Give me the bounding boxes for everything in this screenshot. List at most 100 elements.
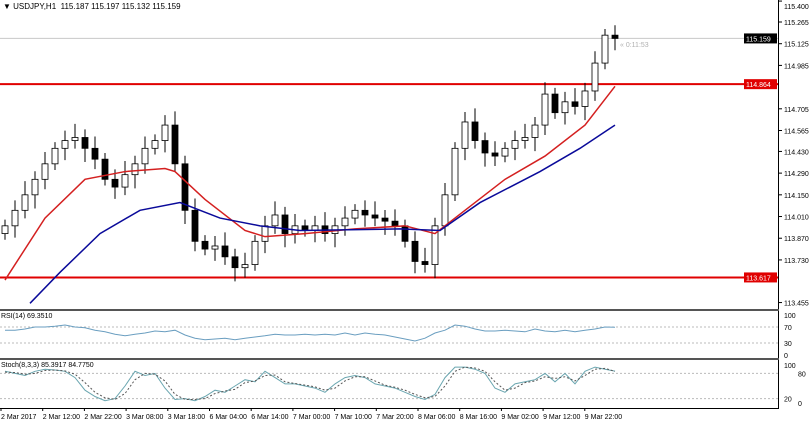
stoch-tick-label: 80 — [798, 371, 806, 378]
candle-body — [481, 140, 489, 154]
time-tick-label: 7 Mar 00:00 — [293, 414, 330, 421]
current-price-label: 115.159 — [746, 36, 771, 43]
candle-body — [551, 93, 559, 114]
level-price-tag — [744, 272, 777, 283]
candle-body — [581, 90, 589, 107]
time-tick-label: 2 Mar 22:00 — [84, 414, 121, 421]
stoch-separator — [0, 358, 779, 360]
candle-body — [211, 245, 219, 250]
stoch-label: Stoch(8,3,3) 85.3917 84.7750 — [1, 362, 94, 369]
price-tick-label: 114.705 — [784, 107, 809, 114]
candle-body — [221, 245, 229, 258]
candle-body — [201, 240, 209, 250]
rsi-line — [5, 324, 616, 342]
candle-body — [191, 209, 199, 242]
candle-body — [611, 34, 619, 39]
candle-body — [491, 152, 499, 157]
candle-body — [61, 140, 69, 149]
moving-average-fast-line — [4, 85, 616, 281]
time-tick-label: 7 Mar 20:00 — [376, 414, 413, 421]
rsi-tick-label: 70 — [784, 325, 792, 332]
dropdown-triangle-icon[interactable]: ▼ — [3, 2, 11, 11]
candle-body — [371, 214, 379, 219]
candle-body — [351, 209, 359, 219]
time-tick-label: 8 Mar 16:00 — [460, 414, 497, 421]
level-price-tag — [744, 79, 777, 90]
candle-body — [41, 163, 49, 180]
candle-body — [541, 93, 549, 126]
candle-body — [51, 147, 59, 165]
time-tick-label: 6 Mar 04:00 — [210, 414, 247, 421]
candle-body — [381, 217, 389, 222]
candle-body — [101, 158, 109, 180]
time-tick-label: 3 Mar 08:00 — [126, 414, 163, 421]
candle-body — [431, 225, 439, 265]
stoch-tick-label: 100 — [784, 363, 796, 370]
price-tick-label: 113.730 — [784, 258, 809, 265]
candle-body — [1, 225, 9, 234]
candle-body — [531, 124, 539, 138]
candle-body — [501, 147, 509, 157]
time-tick-label: 3 Mar 18:00 — [168, 414, 205, 421]
current-price-tag — [744, 33, 777, 44]
candle-body — [21, 194, 29, 211]
candle-body — [591, 62, 599, 92]
candle-body — [341, 217, 349, 227]
rsi-tick-label: 0 — [784, 353, 788, 360]
time-tick-label: 6 Mar 14:00 — [251, 414, 288, 421]
time-tick-label: 9 Mar 02:00 — [501, 414, 538, 421]
candle-body — [261, 225, 269, 242]
candle-body — [141, 147, 149, 165]
price-tick-label: 115.400 — [784, 4, 809, 11]
candle-body — [271, 214, 279, 227]
chart-header: ▼ USDJPY,H1 115.187 115.197 115.132 115.… — [3, 2, 181, 11]
candle-body — [241, 264, 249, 269]
candle-body — [11, 209, 19, 227]
candle-body — [81, 137, 89, 149]
candle-body — [411, 240, 419, 262]
candle-body — [281, 214, 289, 234]
price-tick-label: 115.265 — [784, 20, 809, 27]
level-price-label: 114.864 — [746, 82, 771, 89]
stoch-tick-label: 20 — [784, 397, 792, 404]
time-tick-label: 2 Mar 2017 — [1, 414, 37, 421]
stoch-tick-label: 0 — [798, 401, 802, 408]
candle-body — [91, 147, 99, 160]
candle-body — [31, 178, 39, 196]
price-tick-label: 115.125 — [784, 42, 809, 49]
price-tick-label: 113.455 — [784, 301, 809, 308]
candle-body — [181, 163, 189, 211]
candle-body — [151, 140, 159, 149]
candle-body — [401, 225, 409, 242]
candle-body — [361, 209, 369, 216]
ohlc-values: 115.187 115.197 115.132 115.159 — [60, 2, 181, 11]
candle-body — [571, 101, 579, 107]
stoch-signal-line — [4, 366, 616, 400]
candle-body — [131, 163, 139, 176]
candle-body — [71, 137, 79, 141]
rsi-separator — [0, 309, 779, 311]
candle-body — [461, 121, 469, 149]
price-tick-label: 114.430 — [784, 149, 809, 156]
price-tick-label: 114.150 — [784, 193, 809, 200]
time-tick-label: 8 Mar 06:00 — [418, 414, 455, 421]
candle-body — [511, 140, 519, 149]
candle-body — [121, 174, 129, 188]
candle-body — [561, 101, 569, 114]
rsi-tick-label: 30 — [784, 341, 792, 348]
candle-body — [471, 121, 479, 141]
candle-body — [391, 220, 399, 227]
candle-body — [161, 124, 169, 141]
price-tick-label: 114.290 — [784, 171, 809, 178]
candle-body — [251, 240, 259, 265]
price-tick-label: 113.870 — [784, 236, 809, 243]
candle-body — [601, 34, 609, 64]
symbol-label: USDJPY,H1 — [13, 2, 57, 11]
rsi-tick-label: 100 — [784, 313, 796, 320]
price-tick-label: 114.565 — [784, 129, 809, 136]
level-price-label: 113.617 — [746, 275, 771, 282]
candle-body — [441, 194, 449, 227]
countdown-timer: « 0:11:53 — [620, 42, 649, 49]
stoch-main-line — [4, 366, 616, 402]
